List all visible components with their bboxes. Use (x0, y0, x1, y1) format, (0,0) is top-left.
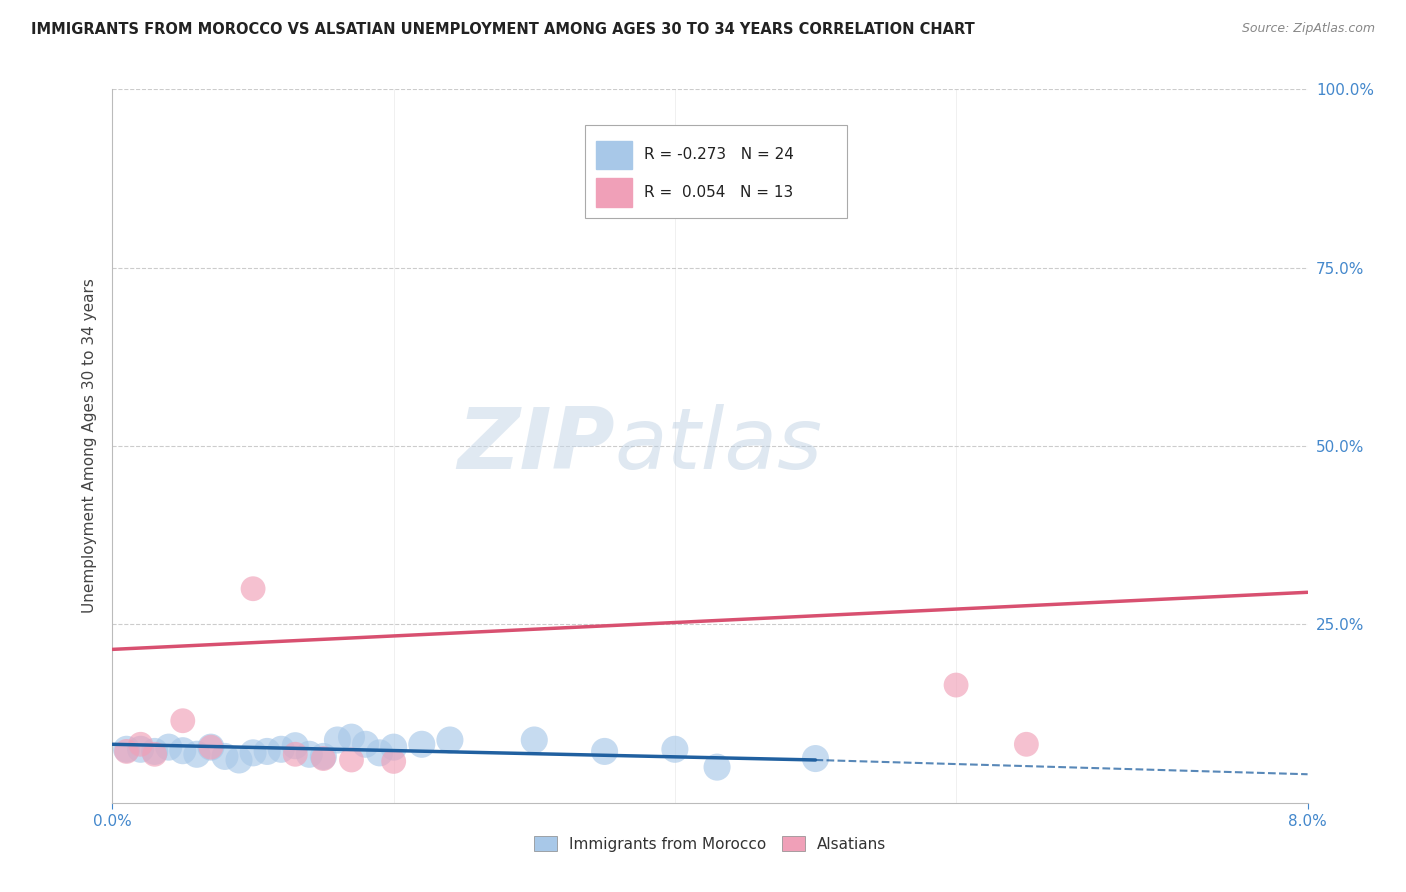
Text: Source: ZipAtlas.com: Source: ZipAtlas.com (1241, 22, 1375, 36)
Point (214, 749, 236, 764)
Point (368, 746, 391, 760)
Point (1367, 100, 1389, 114)
Point (340, 753, 363, 767)
Text: IMMIGRANTS FROM MOROCCO VS ALSATIAN UNEMPLOYMENT AMONG AGES 30 TO 34 YEARS CORRE: IMMIGRANTS FROM MOROCCO VS ALSATIAN UNEM… (31, 22, 974, 37)
Point (411, 737, 433, 751)
Point (143, 744, 166, 758)
Point (354, 737, 377, 751)
Point (593, 744, 616, 758)
Point (172, 714, 194, 728)
Y-axis label: Unemployment Among Ages 30 to 34 years: Unemployment Among Ages 30 to 34 years (82, 278, 97, 614)
Point (115, 742, 138, 756)
Text: ZIP: ZIP (457, 404, 614, 488)
Point (270, 742, 292, 756)
Point (382, 740, 405, 755)
Point (242, 746, 264, 760)
FancyBboxPatch shape (585, 125, 848, 218)
Point (186, 747, 208, 762)
Point (172, 744, 194, 758)
Point (439, 733, 461, 747)
Point (143, 747, 166, 762)
Point (706, 760, 728, 774)
Point (200, 740, 222, 755)
Point (228, 753, 250, 767)
Point (326, 733, 349, 747)
Point (129, 742, 152, 756)
Bar (596, 178, 633, 207)
Point (298, 747, 321, 762)
Point (312, 749, 335, 764)
Point (340, 730, 363, 744)
Point (1015, 737, 1038, 751)
Point (256, 744, 278, 758)
Point (284, 747, 307, 762)
Bar (596, 141, 633, 169)
Point (523, 733, 546, 747)
Point (312, 751, 335, 765)
Text: R =  0.054   N = 13: R = 0.054 N = 13 (644, 186, 793, 200)
Text: R = -0.273   N = 24: R = -0.273 N = 24 (644, 147, 794, 162)
Point (382, 755, 405, 769)
Point (129, 737, 152, 751)
Point (242, 582, 264, 596)
Point (115, 744, 138, 758)
Point (804, 751, 827, 765)
Point (200, 740, 222, 755)
Point (157, 740, 180, 755)
Legend: Immigrants from Morocco, Alsatians: Immigrants from Morocco, Alsatians (526, 828, 894, 859)
Point (284, 739, 307, 753)
Text: atlas: atlas (614, 404, 823, 488)
Point (664, 742, 686, 756)
Point (945, 678, 967, 692)
